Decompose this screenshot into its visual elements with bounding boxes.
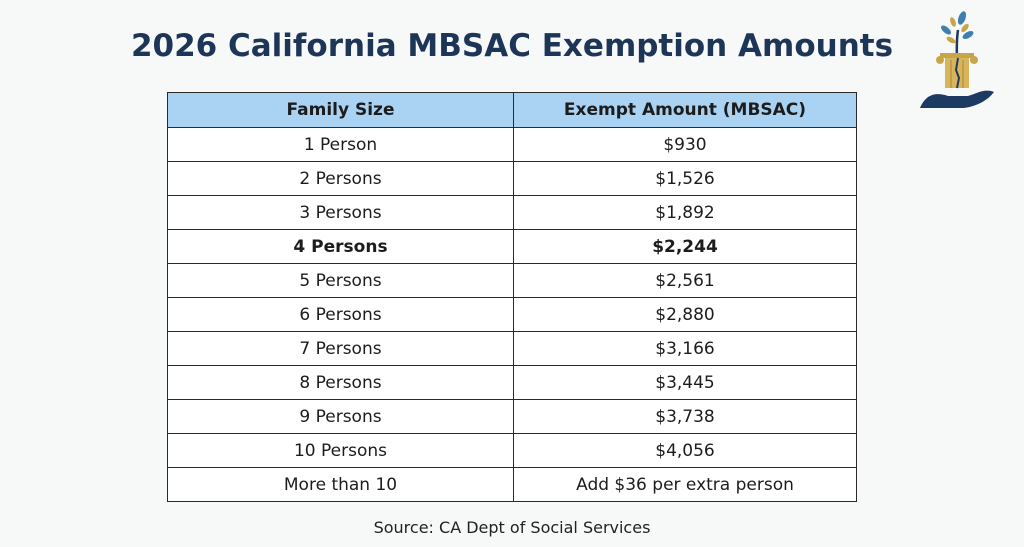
exempt-amount-cell: $4,056 [513, 433, 857, 468]
exempt-amount-cell: $2,244 [513, 229, 857, 264]
table-row: 1 Person $930 [167, 127, 857, 162]
family-size-cell: 2 Persons [167, 161, 514, 196]
source-note: Source: CA Dept of Social Services [373, 518, 651, 537]
family-size-cell: 8 Persons [167, 365, 514, 400]
table-row: 10 Persons $4,056 [167, 433, 857, 468]
column-header-family-size: Family Size [167, 92, 514, 128]
table-row: 4 Persons $2,244 [167, 229, 857, 264]
family-size-cell: 4 Persons [167, 229, 514, 264]
table-row: 7 Persons $3,166 [167, 331, 857, 366]
exempt-amount-cell: $1,526 [513, 161, 857, 196]
table-header-row: Family Size Exempt Amount (MBSAC) [167, 92, 857, 128]
table-row: 6 Persons $2,880 [167, 297, 857, 332]
exempt-amount-cell: $2,880 [513, 297, 857, 332]
exempt-amount-cell: $2,561 [513, 263, 857, 298]
exempt-amount-cell: $1,892 [513, 195, 857, 230]
table-row: More than 10 Add $36 per extra person [167, 467, 857, 502]
family-size-cell: 7 Persons [167, 331, 514, 366]
table-row: 2 Persons $1,526 [167, 161, 857, 196]
page-title: 2026 California MBSAC Exemption Amounts [130, 28, 894, 64]
pillar-tree-hand-logo [920, 11, 994, 108]
exempt-amount-cell: $3,738 [513, 399, 857, 434]
table-row: 9 Persons $3,738 [167, 399, 857, 434]
family-size-cell: 6 Persons [167, 297, 514, 332]
exempt-amount-cell: $930 [513, 127, 857, 162]
family-size-cell: 1 Person [167, 127, 514, 162]
exemption-table: Family Size Exempt Amount (MBSAC) 1 Pers… [167, 92, 857, 502]
family-size-cell: 3 Persons [167, 195, 514, 230]
table-row: 8 Persons $3,445 [167, 365, 857, 400]
exempt-amount-cell: $3,166 [513, 331, 857, 366]
table-row: 5 Persons $2,561 [167, 263, 857, 298]
exempt-amount-cell: Add $36 per extra person [513, 467, 857, 502]
family-size-cell: More than 10 [167, 467, 514, 502]
family-size-cell: 5 Persons [167, 263, 514, 298]
family-size-cell: 10 Persons [167, 433, 514, 468]
exempt-amount-cell: $3,445 [513, 365, 857, 400]
family-size-cell: 9 Persons [167, 399, 514, 434]
table-row: 3 Persons $1,892 [167, 195, 857, 230]
column-header-exempt-amount: Exempt Amount (MBSAC) [513, 92, 857, 128]
